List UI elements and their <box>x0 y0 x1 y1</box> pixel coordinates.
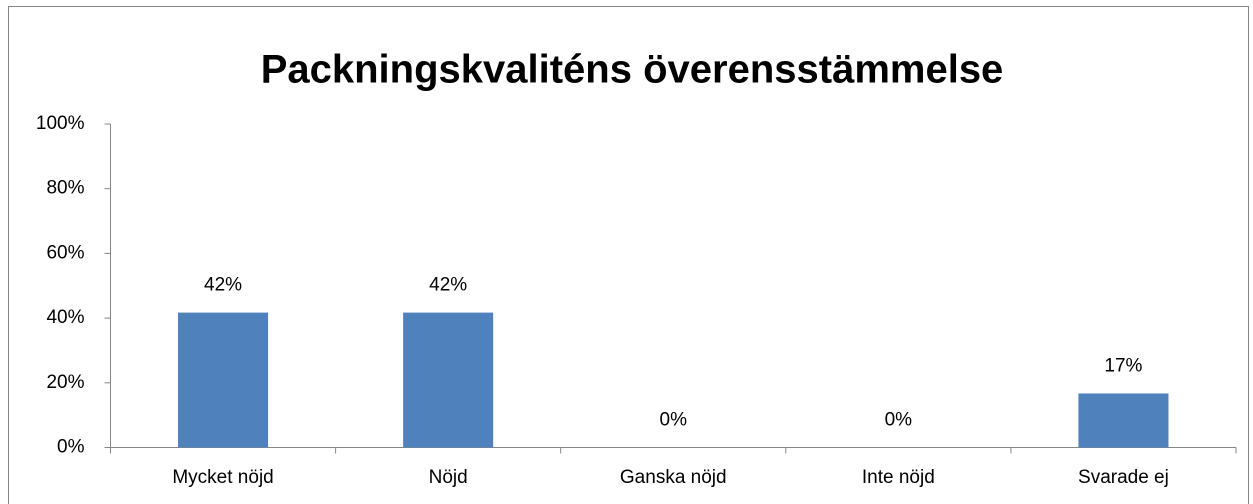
bar <box>178 312 269 448</box>
y-tick-label: 0% <box>57 437 85 458</box>
x-tick-label: Svarade ej <box>1078 467 1169 488</box>
chart-title: Packningskvaliténs överensstämmelse <box>261 48 1004 92</box>
y-tick-label: 20% <box>46 372 84 393</box>
x-tick-label: Nöjd <box>429 467 468 488</box>
x-tick-label: Inte nöjd <box>862 467 935 488</box>
y-tick-label: 100% <box>36 113 85 134</box>
x-tick-label: Ganska nöjd <box>620 467 727 488</box>
bar <box>403 312 494 448</box>
y-tick-label: 80% <box>46 178 84 199</box>
data-label: 0% <box>660 410 688 431</box>
data-label: 0% <box>885 410 913 431</box>
x-tick-label: Mycket nöjd <box>172 467 273 488</box>
data-label: 42% <box>429 275 467 296</box>
y-tick-label: 60% <box>46 242 84 263</box>
data-label: 42% <box>204 275 242 296</box>
y-tick-label: 40% <box>46 307 84 328</box>
data-label: 17% <box>1104 355 1142 376</box>
bar <box>1078 393 1169 448</box>
